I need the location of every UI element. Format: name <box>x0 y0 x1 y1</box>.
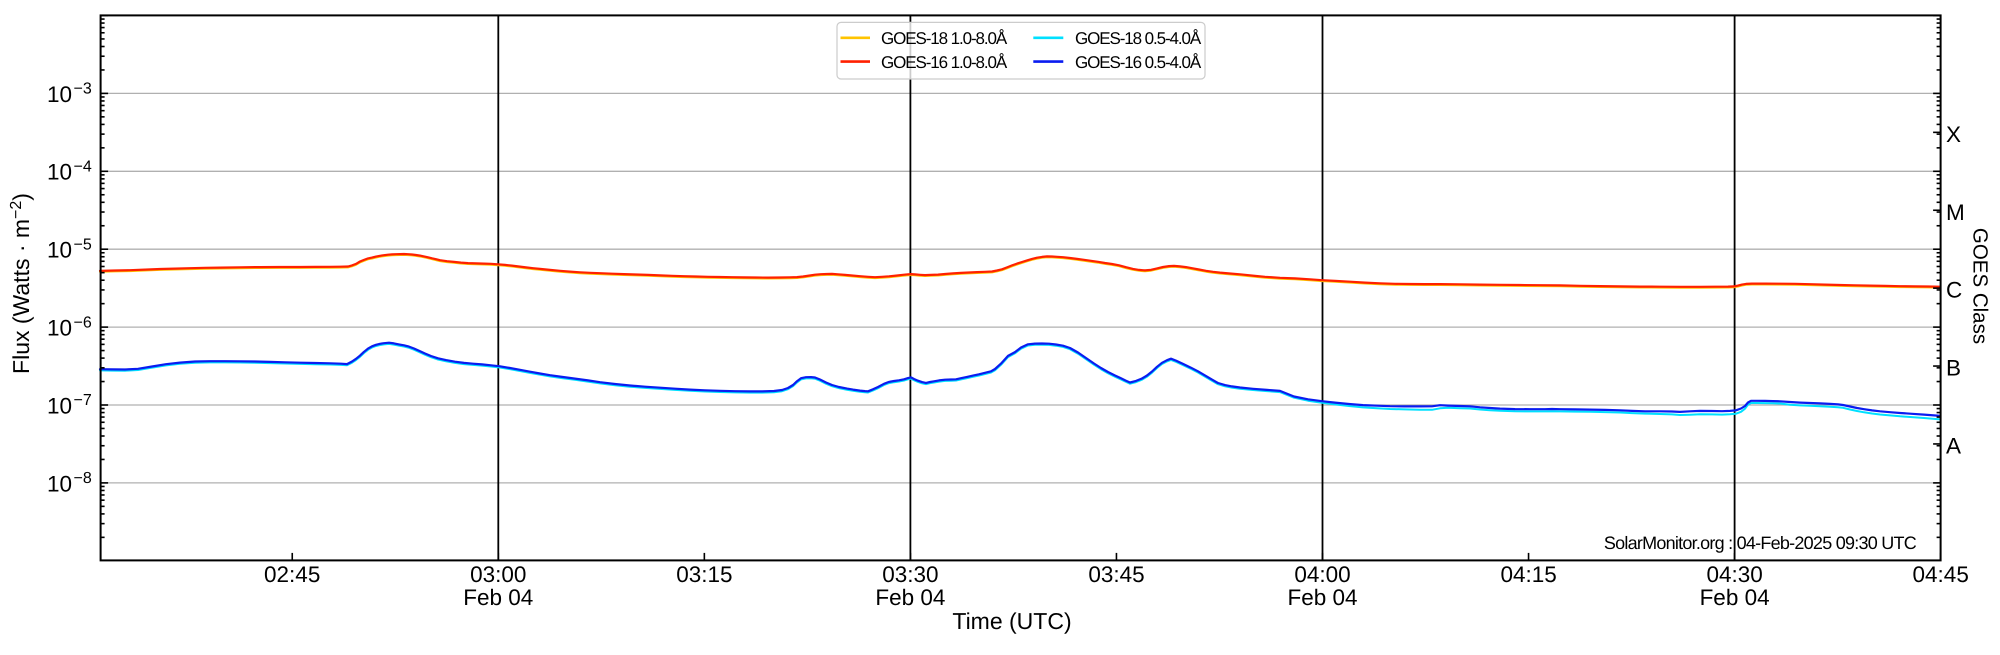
svg-text:10: 10 <box>47 82 72 107</box>
svg-text:10: 10 <box>47 316 72 341</box>
svg-text:−4: −4 <box>74 159 92 176</box>
svg-text:03:30: 03:30 <box>882 562 938 587</box>
svg-text:Feb 04: Feb 04 <box>875 585 945 610</box>
svg-text:10: 10 <box>47 393 72 418</box>
svg-text:GOES-18 1.0-8.0Å: GOES-18 1.0-8.0Å <box>881 29 1008 48</box>
svg-text:10: 10 <box>47 238 72 263</box>
svg-text:04:00: 04:00 <box>1294 562 1350 587</box>
svg-text:03:15: 03:15 <box>676 562 732 587</box>
svg-text:03:00: 03:00 <box>470 562 526 587</box>
svg-text:A: A <box>1946 434 1961 459</box>
svg-text:M: M <box>1946 200 1965 225</box>
svg-text:Feb 04: Feb 04 <box>1287 585 1357 610</box>
svg-text:−3: −3 <box>74 81 92 98</box>
svg-text:03:45: 03:45 <box>1088 562 1144 587</box>
svg-text:02:45: 02:45 <box>264 562 320 587</box>
svg-text:−8: −8 <box>74 470 92 487</box>
svg-text:X: X <box>1946 122 1961 147</box>
svg-text:−6: −6 <box>74 314 92 331</box>
svg-text:10: 10 <box>47 160 72 185</box>
svg-text:−7: −7 <box>74 392 92 409</box>
svg-text:04:30: 04:30 <box>1706 562 1762 587</box>
svg-text:10: 10 <box>47 471 72 496</box>
svg-text:GOES-16 0.5-4.0Å: GOES-16 0.5-4.0Å <box>1075 53 1202 72</box>
svg-text:SolarMonitor.org : 04-Feb-2025: SolarMonitor.org : 04-Feb-2025 09:30 UTC <box>1604 533 1917 553</box>
svg-text:04:45: 04:45 <box>1913 562 1969 587</box>
svg-text:GOES Class: GOES Class <box>1969 228 1992 344</box>
svg-text:B: B <box>1946 356 1961 381</box>
svg-text:Time (UTC): Time (UTC) <box>952 608 1071 634</box>
svg-text:−5: −5 <box>74 236 92 253</box>
svg-text:GOES-16 1.0-8.0Å: GOES-16 1.0-8.0Å <box>881 53 1008 72</box>
svg-text:C: C <box>1946 278 1962 303</box>
svg-text:04:15: 04:15 <box>1500 562 1556 587</box>
svg-text:Flux (Watts · m−2): Flux (Watts · m−2) <box>8 193 34 374</box>
svg-text:GOES-18 0.5-4.0Å: GOES-18 0.5-4.0Å <box>1075 29 1202 48</box>
svg-text:Feb 04: Feb 04 <box>463 585 533 610</box>
svg-text:Feb 04: Feb 04 <box>1700 585 1770 610</box>
